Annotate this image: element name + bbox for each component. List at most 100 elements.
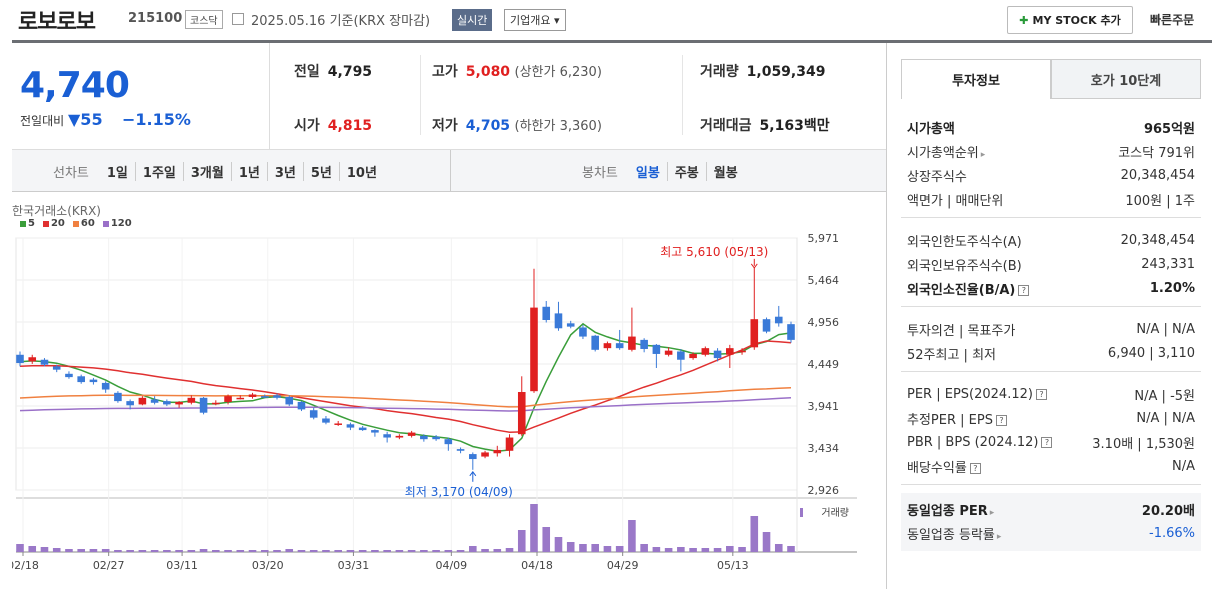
volume-bar — [322, 550, 330, 552]
stock-chart[interactable]: 한국거래소(KRX) 5 20 60 120 5,971 5,464 4,956 4,… — [12, 200, 886, 589]
price-stats: 전일 4,795 고가 5,080 (상한가 6,230) 거래량 1,059,349… — [270, 43, 886, 150]
volume-bar — [566, 542, 575, 552]
stat-amount-unit: 백만 — [803, 118, 830, 134]
arrow-right-icon[interactable]: ▸ — [996, 531, 1002, 542]
candle-body — [163, 401, 171, 405]
divider — [420, 55, 421, 135]
stat-volume-value: 1,059,349 — [746, 64, 826, 80]
volume-bar — [505, 548, 514, 552]
candle-body — [138, 397, 147, 405]
section-opinion: 투자의견 | 목표주가 N/A | N/A 52주최고 | 최저 6,940 | 3… — [901, 307, 1201, 372]
volume-bar — [236, 550, 245, 552]
candle-monthly[interactable]: 월봉 — [713, 166, 738, 181]
candle-body — [334, 423, 342, 425]
invest-info-panel: 투자정보 호가 10단계 시가총액 965억원 시가총액순위 ▸ 코스닥 791위 상… — [886, 43, 1222, 589]
period-1d[interactable]: 1일 — [100, 162, 136, 181]
period-5y[interactable]: 5년 — [304, 162, 340, 181]
help-icon[interactable]: ? — [995, 414, 1007, 426]
candle-body — [199, 397, 208, 413]
mcap-label: 시가총액 — [907, 121, 955, 137]
volume-bar — [554, 537, 563, 552]
chart-svg: 5,971 5,464 4,956 4,449 3,941 3,434 2,926 02/18… — [12, 232, 857, 572]
panel-tabs: 투자정보 호가 10단계 — [901, 59, 1201, 99]
help-icon[interactable]: ? — [1041, 436, 1053, 448]
volume-bar — [726, 546, 734, 552]
volume-bar — [383, 550, 391, 552]
tab-hoga[interactable]: 호가 10단계 — [1051, 59, 1201, 99]
volume-bar — [40, 547, 49, 552]
arrow-right-icon[interactable]: ▸ — [980, 149, 986, 160]
volume-bar — [456, 550, 465, 552]
mcap-rank-label: 시가총액순위 — [907, 145, 979, 161]
opinion-value: N/A | N/A — [1136, 321, 1195, 337]
candle-body — [273, 395, 281, 398]
calendar-icon — [232, 13, 244, 25]
candle-body — [309, 410, 318, 418]
x-tick-label: 04/09 — [435, 559, 467, 572]
candle-daily[interactable]: 일봉 — [629, 162, 668, 181]
period-1y[interactable]: 1년 — [232, 162, 268, 181]
row-dividend: 배당수익률? N/A — [901, 454, 1201, 478]
period-10y[interactable]: 10년 — [346, 166, 377, 181]
candle-body — [701, 348, 710, 355]
volume-bar — [65, 549, 73, 552]
candle-body — [285, 396, 294, 405]
candle-body — [603, 343, 612, 349]
row-opinion: 투자의견 | 목표주가 N/A | N/A — [901, 317, 1201, 341]
volume-bar — [701, 548, 710, 552]
w52-label: 52주최고 | 최저 — [907, 347, 996, 363]
legend-ma5: 5 — [20, 218, 35, 229]
y-tick-label: 5,971 — [808, 232, 840, 245]
shares-label: 상장주식수 — [907, 169, 967, 185]
dividend-value: N/A — [1172, 458, 1195, 474]
volume-bar — [652, 547, 661, 552]
min-price-label: 최저 3,170 (04/09) — [405, 485, 513, 499]
period-3y[interactable]: 3년 — [268, 162, 304, 181]
candle-body — [689, 353, 697, 359]
candle-body — [260, 396, 269, 398]
candle-body — [713, 350, 722, 359]
company-overview-dropdown[interactable]: 기업개요 ▾ — [504, 9, 566, 31]
pbr-value: 3.10배 | 1,530원 — [1092, 436, 1195, 452]
y-tick-label: 4,449 — [808, 358, 840, 371]
par-label: 액면가 | 매매단위 — [907, 193, 1004, 209]
x-tick-label: 04/18 — [521, 559, 553, 572]
period-1w[interactable]: 1주일 — [136, 162, 184, 181]
stat-high-value: 5,080 — [465, 64, 511, 80]
candle-body — [493, 449, 502, 454]
stat-amount-value: 5,163 — [759, 118, 804, 134]
volume-bar — [615, 546, 624, 552]
tab-invest-info[interactable]: 투자정보 — [901, 59, 1051, 99]
stat-amount: 거래대금 5,163백만 — [700, 115, 830, 135]
help-icon[interactable]: ? — [1018, 284, 1030, 296]
x-tick-label: 05/13 — [717, 559, 749, 572]
candle-weekly[interactable]: 주봉 — [668, 162, 707, 181]
volume-bar — [212, 550, 220, 552]
lower-limit: (하한가 3,360) — [514, 119, 602, 134]
help-icon[interactable]: ? — [1035, 388, 1047, 400]
volume-bar — [334, 550, 342, 552]
candle-body — [89, 379, 98, 383]
par-value: 100원 | 1주 — [1125, 193, 1195, 209]
candle-body — [640, 339, 648, 349]
volume-bar — [260, 550, 269, 552]
mystock-add-button[interactable]: ✚ MY STOCK 추가 — [1007, 6, 1133, 34]
stat-open-value: 4,815 — [327, 118, 373, 134]
stat-open-label: 시가 — [294, 118, 320, 134]
foreign-limit-value: 20,348,454 — [1120, 232, 1195, 248]
period-3m[interactable]: 3개월 — [184, 162, 232, 181]
volume-bar — [469, 546, 477, 552]
realtime-button[interactable]: 실시간 — [452, 9, 493, 31]
stat-volume: 거래량 1,059,349 — [700, 61, 825, 81]
candle-body — [114, 392, 122, 402]
legend-ma20: 20 — [42, 218, 65, 229]
arrow-right-icon[interactable]: ▸ — [989, 507, 995, 518]
section-sector: 동일업종 PER ▸ 20.20배 동일업종 등락률 ▸ -1.66% — [901, 493, 1201, 551]
candle-body — [126, 401, 134, 406]
stat-prev: 전일 4,795 — [294, 61, 372, 81]
quick-order-button[interactable]: 빠른주문 — [1150, 13, 1195, 27]
sector-per-value: 20.20배 — [1141, 503, 1195, 519]
help-icon[interactable]: ? — [969, 462, 981, 474]
row-sector-rate: 동일업종 등락률 ▸ -1.66% — [901, 521, 1201, 545]
volume-bar — [628, 520, 636, 552]
